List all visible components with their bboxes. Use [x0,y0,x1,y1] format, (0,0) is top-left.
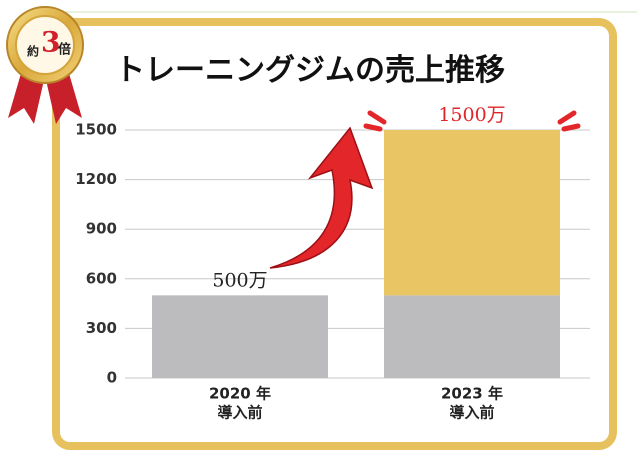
medal: 約 3 倍 [6,6,84,124]
badge-number: 3 [41,26,60,59]
y-tick-label: 600 [86,269,117,287]
y-tick-label: 1200 [75,170,117,188]
chart-title: トレーニングジムの売上推移 [115,53,505,88]
y-tick-label: 0 [107,369,117,387]
burst [363,110,581,132]
x-tick-label: 2023 年 [441,385,503,403]
y-tick-label: 1500 [75,121,117,139]
total-label: 1500万 [438,104,505,126]
y-tick-label: 900 [86,220,117,238]
bar-segment [384,130,560,296]
bar-segment [384,295,560,378]
y-tick-label: 300 [86,319,117,337]
badge-prefix: 約 [27,44,39,59]
x-tick-label: 導入前 [449,404,494,422]
x-tick-label: 2020 年 [209,385,271,403]
x-tick-label: 導入前 [217,404,262,422]
total-label: 500万 [212,269,267,291]
bar-segment [152,295,328,378]
badge-suffix: 倍 [58,42,71,58]
growth-arrow [269,126,374,269]
